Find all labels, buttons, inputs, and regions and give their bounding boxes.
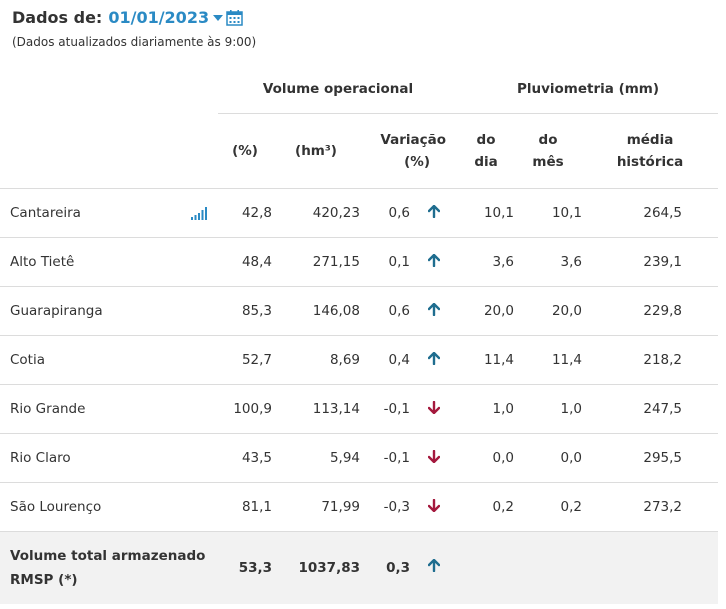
month-cell: 3,6 — [560, 254, 583, 270]
table-row: Rio Claro 43,5 5,94 -0,1 0,0 0,0 295,5 — [0, 434, 719, 483]
table-row: Cantareira 42,8 420,23 0,6 10,1 10,1 264… — [0, 188, 719, 238]
hm3-cell: 5,94 — [329, 450, 360, 466]
col-day-header: do dia — [458, 114, 514, 189]
day-cell: 11,4 — [483, 352, 515, 368]
hm3-cell: 71,99 — [321, 499, 360, 515]
avg-line1: média — [626, 132, 674, 148]
date-value[interactable]: 01/01/2023 — [108, 7, 210, 27]
reservoir-name: Guarapiranga — [10, 303, 103, 319]
day-cell: 3,6 — [492, 254, 515, 270]
variation-cell: 0,6 — [388, 205, 410, 221]
month-cell: 0,2 — [560, 499, 583, 515]
month-cell: 0,0 — [560, 450, 583, 466]
avg-cell: 295,5 — [643, 450, 683, 466]
col-month-header: do mês — [514, 114, 582, 189]
day-line1: do — [476, 132, 496, 148]
hm3-cell: 271,15 — [312, 254, 360, 270]
month-cell: 10,1 — [551, 205, 583, 221]
hm3-cell: 146,08 — [312, 303, 360, 319]
day-cell: 1,0 — [492, 401, 515, 417]
reservoir-name: Cantareira — [10, 205, 81, 221]
pct-cell: 52,7 — [241, 352, 272, 368]
variation-line1: Variação — [380, 132, 447, 148]
table-row: Guarapiranga 85,3 146,08 0,6 20,0 20,0 2… — [0, 287, 719, 336]
total-row: Volume total armazenado RMSP (*) 53,3 10… — [0, 531, 719, 604]
date-header: Dados de: 01/01/2023 — [12, 6, 243, 28]
table-row: São Lourenço 81,1 71,99 -0,3 0,2 0,2 273… — [0, 483, 719, 532]
total-label-line2: RMSP (*) — [10, 571, 78, 588]
variation-cell: 0,4 — [388, 352, 410, 368]
update-note: (Dados atualizados diariamente às 9:00) — [12, 35, 257, 49]
arrow-down-icon — [410, 434, 458, 483]
reservoir-name: São Lourenço — [10, 499, 102, 515]
arrow-down-icon — [410, 483, 458, 532]
pct-cell: 81,1 — [241, 499, 272, 515]
variation-cell: -0,1 — [383, 450, 410, 466]
total-label: Volume total armazenado RMSP (*) — [0, 532, 218, 604]
total-variation-cell: 0,3 — [386, 559, 410, 576]
avg-cell: 264,5 — [643, 205, 683, 221]
month-cell: 1,0 — [560, 401, 583, 417]
avg-cell: 273,2 — [643, 499, 683, 515]
variation-cell: -0,3 — [383, 499, 410, 515]
month-line1: do — [538, 132, 558, 148]
pct-cell: 100,9 — [233, 401, 272, 417]
volume-group-header: Volume operacional — [218, 64, 459, 114]
hm3-cell: 113,14 — [312, 401, 360, 417]
avg-cell: 229,8 — [643, 303, 683, 319]
table-row: Rio Grande 100,9 113,14 -0,1 1,0 1,0 247… — [0, 385, 719, 434]
reservoir-name-cell: Cantareira — [0, 189, 218, 238]
variation-cell: -0,1 — [383, 401, 410, 417]
date-label: Dados de: — [12, 7, 103, 27]
pluviometry-group-header: Pluviometria (mm) — [458, 64, 719, 114]
month-cell: 20,0 — [551, 303, 583, 319]
table-row: Alto Tietê 48,4 271,15 0,1 3,6 3,6 239,1 — [0, 238, 719, 287]
day-cell: 20,0 — [483, 303, 515, 319]
col-hm3-header: (hm³) — [295, 143, 337, 159]
pct-cell: 85,3 — [241, 303, 272, 319]
hm3-cell: 8,69 — [329, 352, 360, 368]
avg-cell: 247,5 — [643, 401, 683, 417]
day-cell: 0,0 — [492, 450, 515, 466]
calendar-icon[interactable] — [226, 9, 243, 26]
chevron-down-icon[interactable] — [213, 15, 224, 21]
arrow-up-icon — [410, 532, 458, 604]
table-row: Cotia 52,7 8,69 0,4 11,4 11,4 218,2 — [0, 336, 719, 385]
pct-cell: 48,4 — [241, 254, 272, 270]
reservoir-table: Volume operacional Pluviometria (mm) (%)… — [0, 64, 719, 604]
day-cell: 10,1 — [483, 205, 515, 221]
reservoir-name: Alto Tietê — [10, 254, 75, 270]
pct-cell: 43,5 — [241, 450, 272, 466]
avg-cell: 239,1 — [643, 254, 683, 270]
reservoir-name: Cotia — [10, 352, 46, 368]
variation-cell: 0,1 — [388, 254, 410, 270]
variation-line2: (%) — [404, 154, 431, 170]
month-cell: 11,4 — [551, 352, 583, 368]
arrow-up-icon — [410, 238, 458, 287]
day-cell: 0,2 — [492, 499, 515, 515]
signal-bars-icon[interactable] — [191, 207, 208, 220]
avg-line2: histórica — [616, 154, 684, 170]
variation-cell: 0,6 — [388, 303, 410, 319]
arrow-up-icon — [410, 189, 458, 238]
col-avg-header: média histórica — [582, 114, 718, 189]
arrow-up-icon — [410, 287, 458, 336]
pct-cell: 42,8 — [241, 205, 272, 221]
arrow-down-icon — [410, 385, 458, 434]
arrow-up-icon — [410, 336, 458, 385]
col-variation-header: Variação (%) — [360, 114, 458, 189]
total-pct-cell: 53,3 — [238, 559, 272, 576]
reservoir-name: Rio Claro — [10, 450, 71, 466]
day-line2: dia — [474, 154, 498, 170]
total-label-line1: Volume total armazenado — [10, 547, 206, 564]
col-pct-header: (%) — [232, 143, 258, 159]
total-hm3-cell: 1037,83 — [298, 559, 361, 576]
month-line2: mês — [532, 154, 564, 170]
reservoir-name: Rio Grande — [10, 401, 86, 417]
hm3-cell: 420,23 — [312, 205, 360, 221]
avg-cell: 218,2 — [643, 352, 683, 368]
